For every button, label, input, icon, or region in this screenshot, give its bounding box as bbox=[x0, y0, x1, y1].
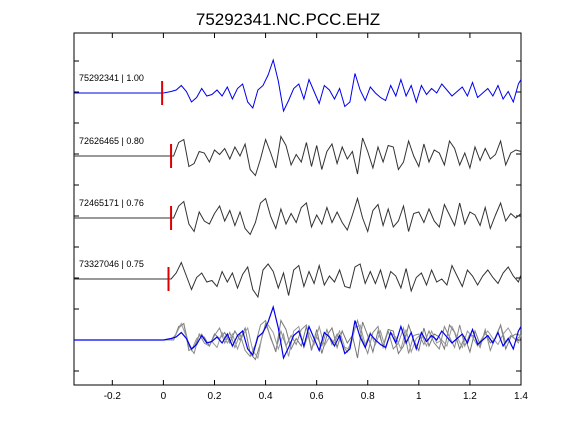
x-tick-label: 0.4 bbox=[259, 391, 273, 402]
x-tick-label: -0.2 bbox=[104, 391, 122, 402]
waveform-trace bbox=[74, 58, 522, 113]
trace-label: 72465171 | 0.76 bbox=[79, 198, 144, 208]
trace-label: 72626465 | 0.80 bbox=[79, 136, 144, 146]
trace-stack: 75292341 | 1.00 72626465 | 0.80 72465171 |… bbox=[74, 58, 522, 299]
trace-label: 73327046 | 0.75 bbox=[79, 259, 144, 269]
waveform-trace bbox=[74, 261, 522, 299]
trace-label: 75292341 | 1.00 bbox=[79, 73, 144, 83]
overlay-trace bbox=[74, 322, 522, 360]
x-tick-label: 0.6 bbox=[310, 391, 324, 402]
x-tick-label: 1.2 bbox=[463, 391, 477, 402]
x-tick-label: 0 bbox=[161, 391, 167, 402]
y-ticks bbox=[74, 60, 521, 372]
waveform-trace bbox=[74, 196, 522, 236]
overlay-master-trace bbox=[74, 304, 522, 360]
chart-title: 75292341.NC.PCC.EHZ bbox=[196, 10, 380, 29]
overlay-trace bbox=[74, 318, 522, 358]
plot-axes bbox=[73, 32, 522, 386]
x-tick-label: 1.4 bbox=[514, 391, 528, 402]
x-tick-label: 0.8 bbox=[361, 391, 375, 402]
x-tick-label: 1 bbox=[416, 391, 422, 402]
overlay-stack bbox=[74, 304, 522, 361]
waveform-trace bbox=[74, 135, 522, 177]
x-tick-label: 0.2 bbox=[208, 391, 222, 402]
x-ticks: -0.2 0 0.2 0.4 0.6 0.8 1 1.2 1.4 bbox=[104, 33, 528, 402]
